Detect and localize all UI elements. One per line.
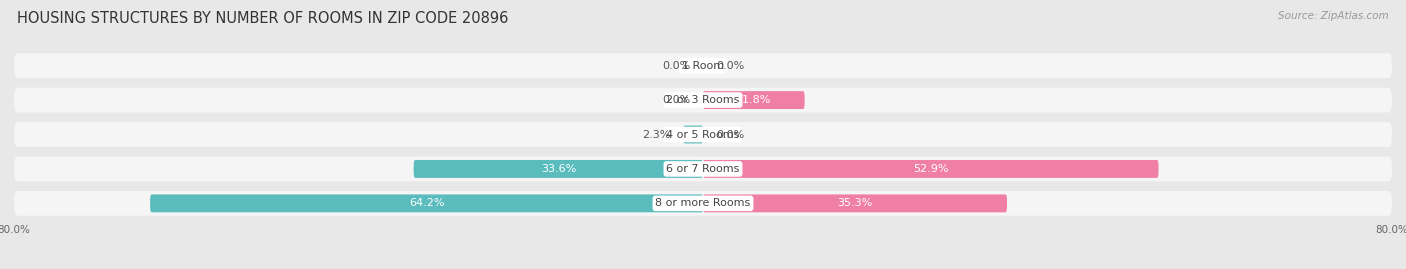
FancyBboxPatch shape: [14, 191, 1392, 216]
Text: 1 Room: 1 Room: [682, 61, 724, 71]
FancyBboxPatch shape: [413, 160, 703, 178]
Text: 6 or 7 Rooms: 6 or 7 Rooms: [666, 164, 740, 174]
Text: 33.6%: 33.6%: [541, 164, 576, 174]
Text: 0.0%: 0.0%: [662, 61, 690, 71]
Text: 52.9%: 52.9%: [912, 164, 949, 174]
FancyBboxPatch shape: [14, 157, 1392, 181]
Text: 0.0%: 0.0%: [716, 61, 744, 71]
FancyBboxPatch shape: [683, 126, 703, 143]
FancyBboxPatch shape: [150, 194, 703, 212]
Text: 64.2%: 64.2%: [409, 198, 444, 208]
Text: 8 or more Rooms: 8 or more Rooms: [655, 198, 751, 208]
FancyBboxPatch shape: [14, 53, 1392, 78]
FancyBboxPatch shape: [703, 91, 804, 109]
Text: 2 or 3 Rooms: 2 or 3 Rooms: [666, 95, 740, 105]
Text: HOUSING STRUCTURES BY NUMBER OF ROOMS IN ZIP CODE 20896: HOUSING STRUCTURES BY NUMBER OF ROOMS IN…: [17, 11, 508, 26]
Text: 11.8%: 11.8%: [737, 95, 772, 105]
FancyBboxPatch shape: [14, 122, 1392, 147]
Text: 35.3%: 35.3%: [838, 198, 873, 208]
Text: Source: ZipAtlas.com: Source: ZipAtlas.com: [1278, 11, 1389, 21]
Text: 0.0%: 0.0%: [662, 95, 690, 105]
Text: 2.3%: 2.3%: [643, 129, 671, 140]
FancyBboxPatch shape: [14, 88, 1392, 112]
FancyBboxPatch shape: [703, 194, 1007, 212]
Text: 0.0%: 0.0%: [716, 129, 744, 140]
FancyBboxPatch shape: [703, 160, 1159, 178]
Text: 4 or 5 Rooms: 4 or 5 Rooms: [666, 129, 740, 140]
